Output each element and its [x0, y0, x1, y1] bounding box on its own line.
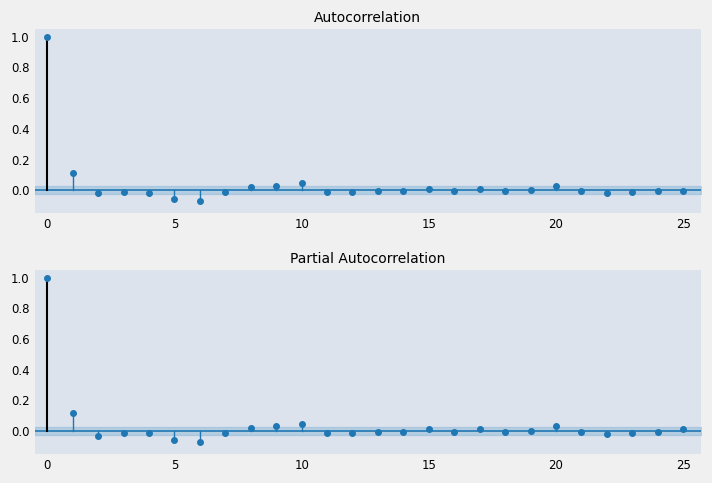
Title: Autocorrelation: Autocorrelation — [314, 11, 422, 25]
Title: Partial Autocorrelation: Partial Autocorrelation — [290, 252, 446, 266]
